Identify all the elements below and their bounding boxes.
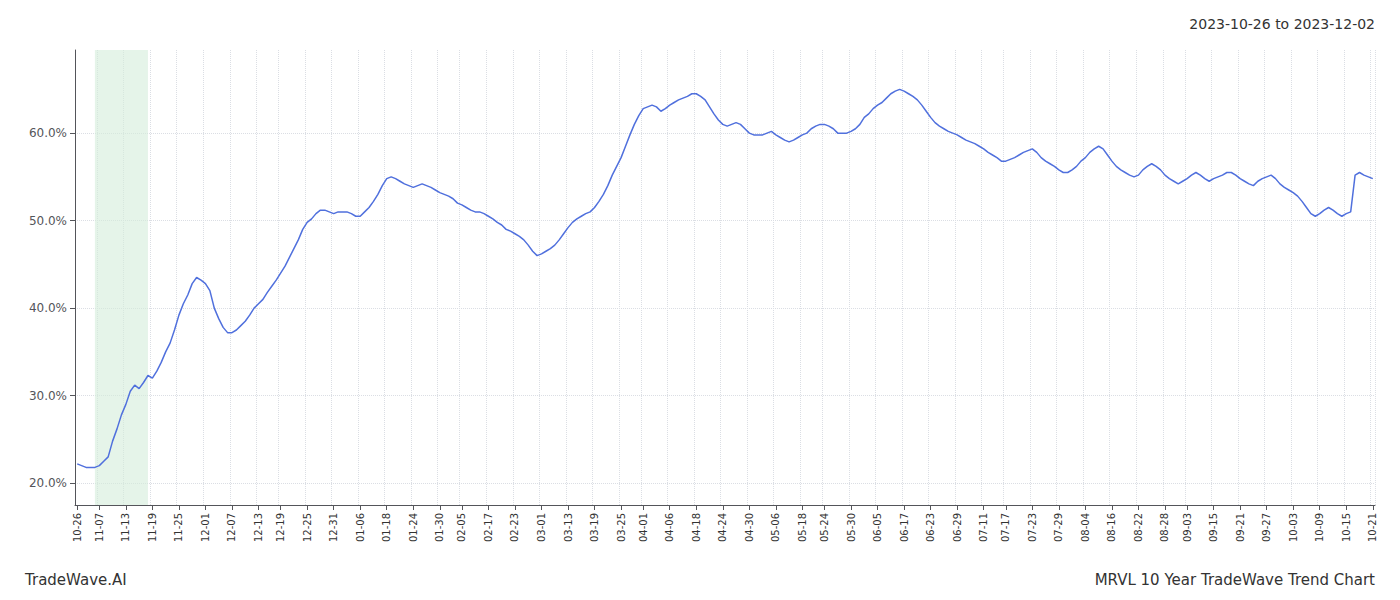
svg-text:12-01: 12-01 (200, 513, 211, 542)
svg-text:06-17: 06-17 (899, 513, 910, 542)
svg-text:07-17: 07-17 (1000, 513, 1011, 542)
svg-text:06-29: 06-29 (952, 513, 963, 542)
svg-text:05-24: 05-24 (819, 513, 830, 542)
svg-text:10-03: 10-03 (1288, 513, 1299, 542)
svg-text:MRVL 10 Year TradeWave Trend C: MRVL 10 Year TradeWave Trend Chart (1095, 571, 1375, 589)
svg-text:12-31: 12-31 (328, 513, 339, 542)
svg-text:11-13: 11-13 (120, 513, 131, 542)
svg-text:60.0%: 60.0% (29, 126, 67, 140)
svg-text:30.0%: 30.0% (29, 389, 67, 403)
svg-text:02-23: 02-23 (509, 513, 520, 542)
svg-text:04-06: 04-06 (664, 513, 675, 542)
svg-text:03-25: 03-25 (616, 513, 627, 542)
svg-text:20.0%: 20.0% (29, 476, 67, 490)
svg-text:12-13: 12-13 (253, 513, 264, 542)
svg-text:10-15: 10-15 (1341, 513, 1352, 542)
svg-text:07-11: 07-11 (978, 513, 989, 542)
svg-text:12-19: 12-19 (275, 513, 286, 542)
svg-text:10-21: 10-21 (1367, 513, 1378, 542)
svg-text:09-27: 09-27 (1261, 513, 1272, 542)
svg-text:08-28: 08-28 (1159, 513, 1170, 542)
svg-text:05-06: 05-06 (770, 513, 781, 542)
svg-text:50.0%: 50.0% (29, 214, 67, 228)
svg-text:01-24: 01-24 (408, 513, 419, 542)
svg-text:05-30: 05-30 (846, 513, 857, 542)
svg-text:03-01: 03-01 (536, 513, 547, 542)
svg-text:11-25: 11-25 (173, 513, 184, 542)
svg-text:2023-10-26 to 2023-12-02: 2023-10-26 to 2023-12-02 (1189, 16, 1375, 32)
svg-text:09-21: 09-21 (1235, 513, 1246, 542)
svg-text:09-15: 09-15 (1208, 513, 1219, 542)
svg-text:11-07: 11-07 (94, 513, 105, 542)
svg-text:05-18: 05-18 (797, 513, 808, 542)
svg-text:10-09: 10-09 (1314, 513, 1325, 542)
svg-text:12-07: 12-07 (226, 513, 237, 542)
svg-text:40.0%: 40.0% (29, 301, 67, 315)
svg-text:10-26: 10-26 (72, 513, 83, 542)
svg-text:01-30: 01-30 (434, 513, 445, 542)
svg-text:04-18: 04-18 (691, 513, 702, 542)
svg-text:03-19: 03-19 (589, 513, 600, 542)
svg-text:06-23: 06-23 (925, 513, 936, 542)
svg-text:02-05: 02-05 (456, 513, 467, 542)
svg-text:04-30: 04-30 (744, 513, 755, 542)
svg-text:07-23: 07-23 (1027, 513, 1038, 542)
svg-text:TradeWave.AI: TradeWave.AI (24, 571, 127, 589)
svg-text:04-24: 04-24 (717, 513, 728, 542)
svg-text:03-13: 03-13 (563, 513, 574, 542)
svg-text:08-04: 08-04 (1080, 513, 1091, 542)
svg-text:02-17: 02-17 (483, 513, 494, 542)
svg-text:08-16: 08-16 (1106, 513, 1117, 542)
svg-text:09-03: 09-03 (1182, 513, 1193, 542)
svg-text:08-22: 08-22 (1133, 513, 1144, 542)
svg-text:07-29: 07-29 (1053, 513, 1064, 542)
svg-text:11-19: 11-19 (147, 513, 158, 542)
svg-text:06-05: 06-05 (872, 513, 883, 542)
svg-text:01-18: 01-18 (381, 513, 392, 542)
svg-text:12-25: 12-25 (302, 513, 313, 542)
svg-text:01-06: 01-06 (355, 513, 366, 542)
svg-text:04-01: 04-01 (638, 513, 649, 542)
